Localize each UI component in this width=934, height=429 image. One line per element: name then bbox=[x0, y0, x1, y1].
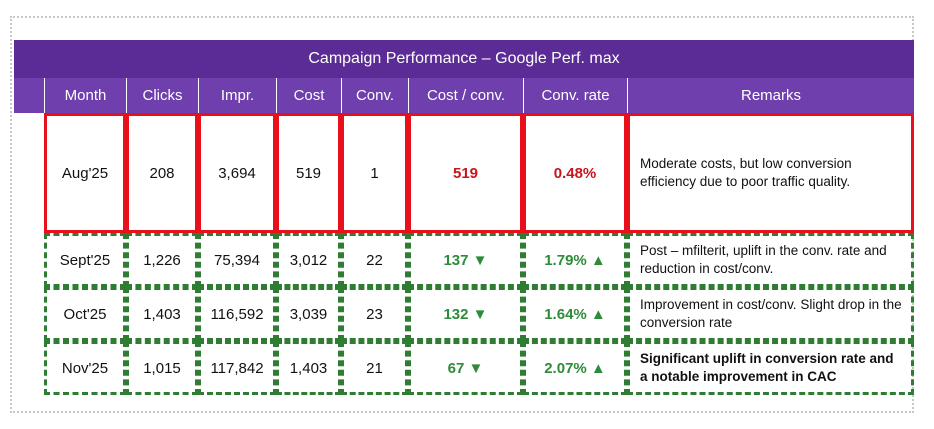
cell-cost-per-conversion: 137 ▼ bbox=[408, 233, 523, 287]
header-month: Month bbox=[44, 78, 126, 113]
header-conversions: Conv. bbox=[341, 78, 408, 113]
cell-conversions: 23 bbox=[341, 287, 408, 341]
cell-impressions: 3,694 bbox=[198, 113, 276, 233]
cell-remarks: Significant uplift in conversion rate an… bbox=[627, 341, 914, 395]
cell-conversions: 21 bbox=[341, 341, 408, 395]
cell-conversion-rate: 0.48% bbox=[523, 113, 627, 233]
cell-month: Nov'25 bbox=[44, 341, 126, 395]
table-row-nov: Nov'25 1,015 117,842 1,403 21 67 ▼ 2.07%… bbox=[0, 341, 934, 395]
header-cost: Cost bbox=[276, 78, 341, 113]
cell-clicks: 1,403 bbox=[126, 287, 198, 341]
cell-cost-per-conversion: 67 ▼ bbox=[408, 341, 523, 395]
table-row-aug: Aug'25 208 3,694 519 1 519 0.48% Moderat… bbox=[0, 113, 934, 233]
table-title: Campaign Performance – Google Perf. max bbox=[14, 40, 914, 78]
header-clicks: Clicks bbox=[126, 78, 198, 113]
cell-conversion-rate: 2.07% ▲ bbox=[523, 341, 627, 395]
cell-clicks: 208 bbox=[126, 113, 198, 233]
cell-remarks: Improvement in cost/conv. Slight drop in… bbox=[627, 287, 914, 341]
header-spacer bbox=[14, 78, 44, 113]
cell-cost: 3,039 bbox=[276, 287, 341, 341]
cell-remarks: Moderate costs, but low conversion effic… bbox=[627, 113, 914, 233]
cell-cost: 3,012 bbox=[276, 233, 341, 287]
cell-cost-per-conversion: 132 ▼ bbox=[408, 287, 523, 341]
cell-impressions: 116,592 bbox=[198, 287, 276, 341]
cell-clicks: 1,015 bbox=[126, 341, 198, 395]
cell-impressions: 75,394 bbox=[198, 233, 276, 287]
table-row-oct: Oct'25 1,403 116,592 3,039 23 132 ▼ 1.64… bbox=[0, 287, 934, 341]
cell-remarks: Post – mfilterit, uplift in the conv. ra… bbox=[627, 233, 914, 287]
cell-month: Sept'25 bbox=[44, 233, 126, 287]
header-conversion-rate: Conv. rate bbox=[523, 78, 627, 113]
cell-month: Oct'25 bbox=[44, 287, 126, 341]
cell-conversion-rate: 1.64% ▲ bbox=[523, 287, 627, 341]
table-row-sept: Sept'25 1,226 75,394 3,012 22 137 ▼ 1.79… bbox=[0, 233, 934, 287]
cell-month: Aug'25 bbox=[44, 113, 126, 233]
header-remarks: Remarks bbox=[627, 78, 914, 113]
cell-conversion-rate: 1.79% ▲ bbox=[523, 233, 627, 287]
cell-conversions: 22 bbox=[341, 233, 408, 287]
cell-impressions: 117,842 bbox=[198, 341, 276, 395]
header-impressions: Impr. bbox=[198, 78, 276, 113]
cell-clicks: 1,226 bbox=[126, 233, 198, 287]
table-header-row: Month Clicks Impr. Cost Conv. Cost / con… bbox=[14, 78, 914, 113]
header-cost-per-conversion: Cost / conv. bbox=[408, 78, 523, 113]
cell-cost: 519 bbox=[276, 113, 341, 233]
cell-cost: 1,403 bbox=[276, 341, 341, 395]
cell-cost-per-conversion: 519 bbox=[408, 113, 523, 233]
cell-conversions: 1 bbox=[341, 113, 408, 233]
